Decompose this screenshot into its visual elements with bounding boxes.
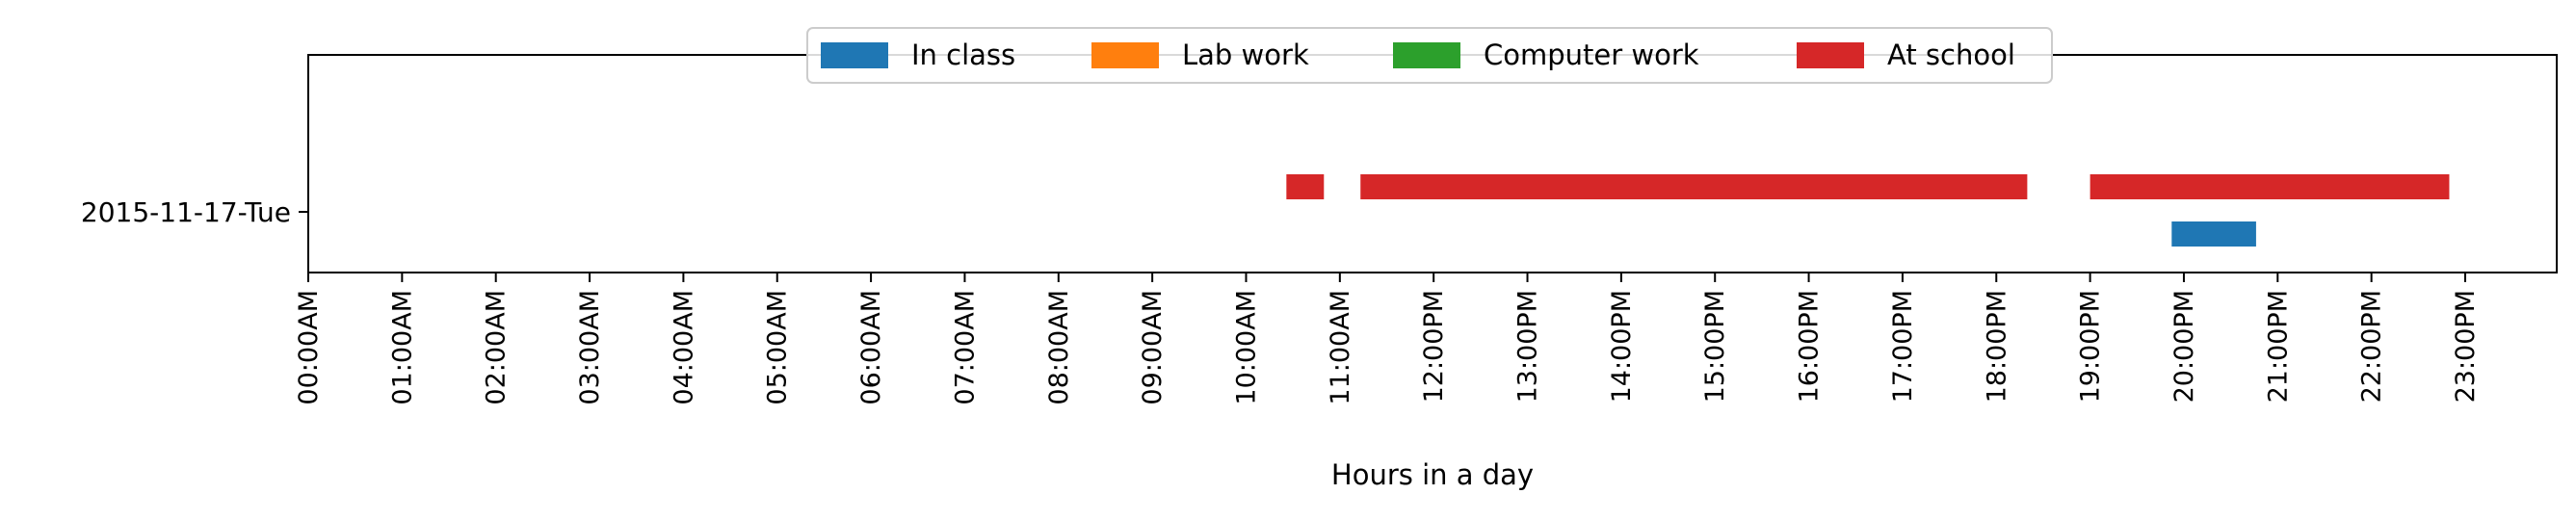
x-tick-label: 01:00AM xyxy=(387,290,417,405)
legend-swatch xyxy=(1393,42,1460,68)
x-axis: 00:00AM 01:00AM 02:00AM 03:00AM 04:00AM 05:00… xyxy=(294,273,2481,405)
x-tick-label: 15:00PM xyxy=(1700,290,1730,403)
x-tick-label: 12:00PM xyxy=(1419,290,1449,403)
x-tick-label: 05:00AM xyxy=(763,290,793,405)
x-tick-label: 13:00PM xyxy=(1513,290,1543,403)
x-tick-label: 17:00PM xyxy=(1888,290,1918,403)
x-tick-label: 22:00PM xyxy=(2357,290,2387,403)
x-tick-label: 16:00PM xyxy=(1795,290,1825,403)
x-tick-label: 03:00AM xyxy=(575,290,605,405)
x-tick-label: 10:00AM xyxy=(1231,290,1261,405)
x-tick-label: 09:00AM xyxy=(1138,290,1168,405)
interval-bars xyxy=(1286,174,2450,247)
x-tick-label: 02:00AM xyxy=(482,290,512,405)
bar-at-school xyxy=(2090,174,2450,199)
legend-label: Computer work xyxy=(1484,39,1699,71)
x-tick-label: 18:00PM xyxy=(1982,290,2011,403)
bar-at-school xyxy=(1286,174,1325,199)
x-tick-label: 04:00AM xyxy=(669,290,698,405)
y-axis: 2015-11-17-Tue xyxy=(81,196,308,228)
x-tick-label: 06:00AM xyxy=(856,290,886,405)
legend-swatch xyxy=(1797,42,1864,68)
x-tick-label: 21:00PM xyxy=(2263,290,2293,403)
legend-swatch xyxy=(1091,42,1159,68)
legend-label: Lab work xyxy=(1182,39,1309,71)
legend-label: In class xyxy=(911,39,1015,71)
legend: In class Lab work Computer work At school xyxy=(806,27,2053,84)
bar-at-school xyxy=(1360,174,2028,199)
legend-swatch xyxy=(821,42,888,68)
legend-label: At school xyxy=(1887,39,2015,71)
x-tick-label: 08:00AM xyxy=(1044,290,1074,405)
x-tick-label: 07:00AM xyxy=(950,290,980,405)
x-tick-label: 23:00PM xyxy=(2451,290,2481,403)
x-tick-label: 20:00PM xyxy=(2169,290,2199,403)
x-tick-label: 00:00AM xyxy=(294,290,324,405)
y-tick-label: 2015-11-17-Tue xyxy=(81,196,291,228)
x-tick-label: 11:00AM xyxy=(1326,290,1355,405)
x-tick-label: 19:00PM xyxy=(2076,290,2106,403)
bar-in-class xyxy=(2171,221,2256,247)
x-axis-title: Hours in a day xyxy=(1331,458,1534,491)
x-tick-label: 14:00PM xyxy=(1607,290,1637,403)
